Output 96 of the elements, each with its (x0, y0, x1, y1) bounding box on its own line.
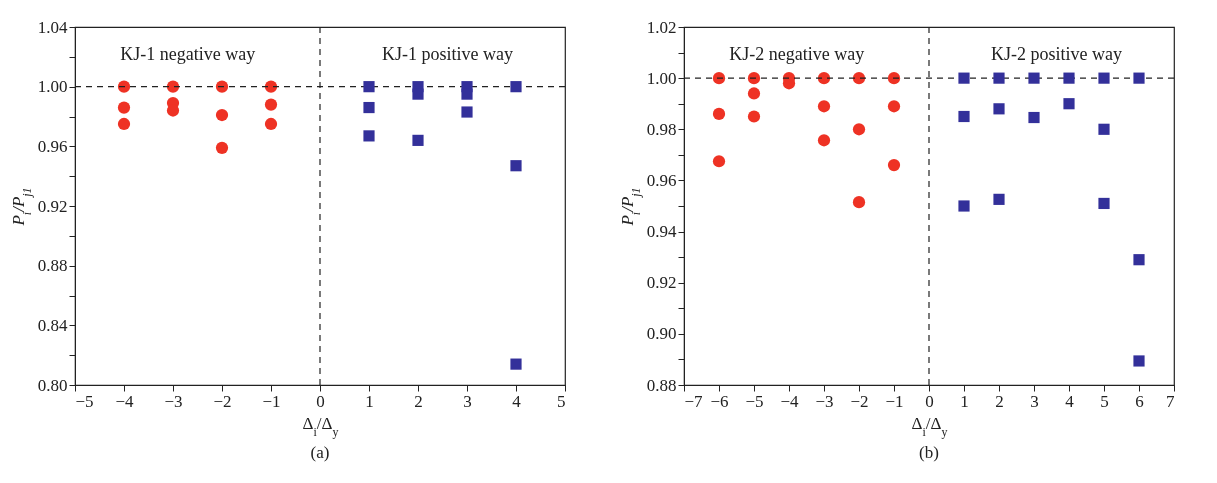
y-tick-label: 1.02 (646, 17, 677, 37)
x-tick-label: 1 (365, 391, 374, 411)
x-tick-label: −4 (780, 391, 800, 411)
point (958, 200, 970, 212)
x-tick-label: 1 (960, 391, 969, 411)
point (363, 130, 375, 142)
y-tick-label: 0.80 (37, 375, 68, 395)
x-tick-label: 4 (512, 391, 522, 411)
point (166, 104, 180, 117)
y-tick-label: 1.00 (646, 68, 677, 88)
y-tick-label: 0.88 (37, 256, 68, 276)
point (510, 81, 522, 93)
point (712, 155, 726, 168)
x-tick-label: −7 (684, 391, 704, 411)
point (852, 196, 866, 209)
point (461, 106, 473, 118)
y-tick-label: 0.96 (646, 170, 677, 190)
point (817, 134, 831, 147)
point (993, 193, 1005, 205)
x-tick-label: −1 (262, 391, 281, 411)
point (958, 72, 970, 84)
x-tick-label: 4 (1065, 391, 1075, 411)
point (510, 160, 522, 172)
point (958, 110, 970, 123)
point (887, 100, 901, 113)
text: (b) (919, 443, 939, 462)
point (887, 158, 901, 172)
y-tick-label: 0.90 (646, 324, 677, 344)
point (215, 108, 229, 122)
y-tick-label: 0.96 (37, 136, 68, 156)
point (412, 88, 424, 100)
x-tick-label: −2 (850, 391, 869, 411)
y-tick-label: 0.94 (646, 222, 677, 242)
point (1133, 254, 1145, 266)
x-tick-label: 2 (414, 391, 423, 411)
point (993, 72, 1005, 84)
point (117, 80, 131, 93)
text: (a) (310, 443, 330, 462)
x-tick-label: 6 (1135, 391, 1144, 411)
point (1028, 72, 1040, 84)
y-tick-label: 1.04 (37, 17, 68, 37)
x-tick-label: −2 (213, 391, 232, 411)
x-axis-title: Δ$_{i}$/Δ$_{y}$ (911, 413, 948, 439)
point (993, 103, 1005, 115)
point (1133, 355, 1145, 367)
y-tick-label: 0.88 (646, 375, 677, 395)
annotation: KJ-1 negative way (120, 44, 256, 64)
y-tick-label: 0.84 (37, 315, 68, 335)
point (117, 101, 131, 114)
point (1133, 72, 1145, 84)
x-tick-label: 0 (316, 391, 325, 411)
point (461, 88, 473, 100)
point (117, 117, 131, 131)
y-tick-label: 0.92 (37, 196, 68, 216)
point (1063, 98, 1075, 110)
point (264, 80, 278, 93)
annotation: KJ-2 positive way (990, 44, 1122, 64)
point (510, 358, 522, 370)
point (166, 80, 180, 93)
y-tick-label: 0.92 (646, 273, 677, 293)
point (852, 123, 866, 136)
annotation: KJ-2 negative way (729, 44, 865, 64)
point (363, 101, 375, 114)
x-tick-label: −6 (710, 391, 729, 411)
x-tick-label: 5 (557, 391, 566, 411)
point (264, 117, 278, 131)
point (1098, 72, 1110, 84)
point (1098, 197, 1110, 210)
point (1028, 111, 1040, 124)
point (817, 100, 831, 113)
x-axis-title: Δ$_{i}$/Δ$_{y}$ (302, 413, 339, 439)
x-tick-label: −5 (75, 391, 94, 411)
point (215, 80, 229, 93)
point (363, 81, 375, 93)
x-tick-label: −3 (164, 391, 183, 411)
x-tick-label: 7 (1166, 391, 1175, 411)
point (1063, 72, 1075, 84)
x-tick-label: 5 (1100, 391, 1109, 411)
point (215, 141, 229, 154)
x-tick-label: −4 (115, 391, 135, 411)
point (712, 107, 726, 121)
x-tick-label: −5 (745, 391, 764, 411)
x-tick-label: 3 (463, 391, 472, 411)
x-tick-label: 3 (1030, 391, 1039, 411)
point (747, 110, 761, 123)
x-tick-label: −1 (885, 391, 904, 411)
x-tick-label: 0 (925, 391, 934, 411)
point (1098, 123, 1110, 135)
point (264, 98, 278, 111)
annotation: KJ-1 positive way (381, 44, 513, 64)
x-tick-label: −3 (815, 391, 834, 411)
x-tick-label: 2 (995, 391, 1004, 411)
y-tick-label: 0.98 (646, 119, 677, 139)
point (747, 87, 761, 100)
y-tick-label: 1.00 (37, 77, 68, 97)
point (412, 134, 424, 146)
